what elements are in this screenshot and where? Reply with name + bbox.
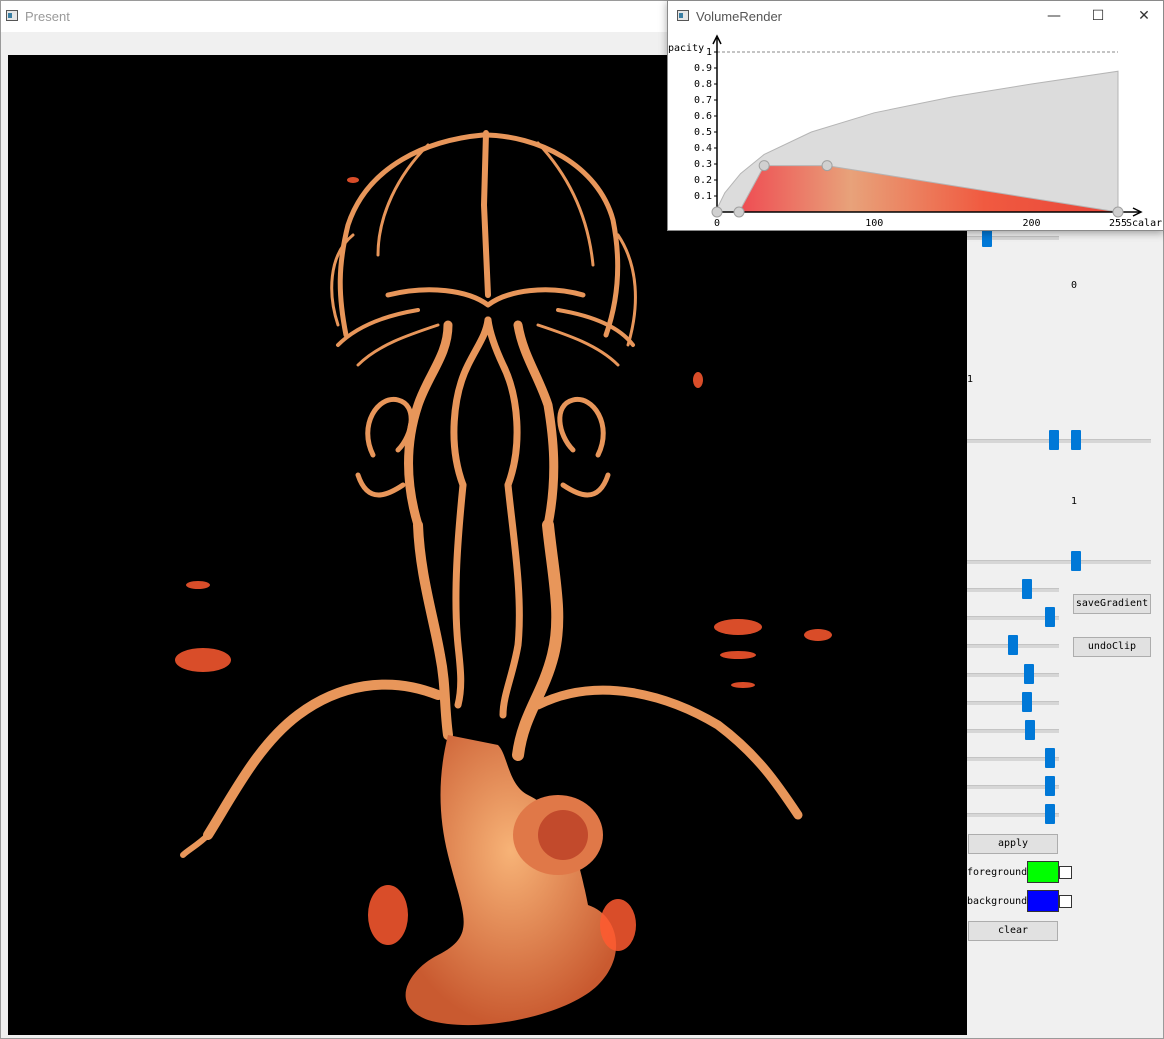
slider-track [967, 701, 1059, 705]
slider-7[interactable] [967, 748, 1059, 768]
foreground-checkbox[interactable] [1059, 866, 1072, 879]
slider-8[interactable] [967, 776, 1059, 796]
slider-handle[interactable] [1008, 635, 1018, 655]
y-axis-label: pacity [668, 43, 704, 54]
y-tick-label: 0.4 [694, 143, 712, 154]
slider-handle[interactable] [1045, 607, 1055, 627]
slider-top[interactable] [967, 227, 1059, 247]
slider-4[interactable] [967, 664, 1059, 684]
volume-render-titlebar[interactable]: VolumeRender — ☐ ✕ [668, 1, 1163, 32]
slider-handle[interactable] [1045, 748, 1055, 768]
slider-2[interactable] [967, 607, 1059, 627]
x-tick-label: 100 [865, 218, 883, 229]
slider-track [967, 673, 1059, 677]
range-slider-high-handle[interactable] [1071, 430, 1081, 450]
slider-handle[interactable] [982, 227, 992, 247]
y-tick-label: 0.3 [694, 159, 712, 170]
y-tick-label: 0.5 [694, 127, 712, 138]
slider-9[interactable] [967, 804, 1059, 824]
slider-handle[interactable] [1025, 720, 1035, 740]
x-axis-arrow [1132, 207, 1143, 217]
y-tick-label: 0.2 [694, 175, 712, 186]
value-label-one-mid: 1 [1071, 496, 1078, 507]
slider-track [967, 588, 1059, 592]
slider-3[interactable] [967, 635, 1059, 655]
x-tick-label: 255 [1109, 218, 1127, 229]
x-tick-label: 200 [1022, 218, 1040, 229]
slider-6[interactable] [967, 720, 1059, 740]
opacity-control-point[interactable] [733, 206, 745, 218]
opacity-control-point[interactable] [1112, 206, 1124, 218]
app-window-icon [6, 10, 18, 21]
value-label-one-left: 1 [967, 374, 974, 385]
slider-handle[interactable] [1045, 804, 1055, 824]
slider-track [967, 785, 1059, 789]
range-slider-track [967, 439, 1151, 443]
slider-handle[interactable] [1022, 579, 1032, 599]
y-tick-label: 0.1 [694, 191, 712, 202]
clear-button[interactable]: clear [968, 921, 1058, 941]
opacity-control-point[interactable] [711, 206, 723, 218]
slider-track [967, 757, 1059, 761]
transfer-function-chart[interactable]: 0.1 0.2 0.3 0.4 0.5 0.6 0.7 0.8 0.9 1 0 100 200 255 pa… [668, 32, 1163, 230]
background-label: background [967, 896, 1028, 907]
maximize-icon[interactable]: ☐ [1091, 8, 1105, 24]
minimize-icon[interactable]: — [1047, 8, 1061, 24]
slider-handle[interactable] [1045, 776, 1055, 796]
opacity-control-point[interactable] [758, 160, 770, 172]
slider-mid[interactable] [967, 551, 1151, 571]
background-color-swatch[interactable] [1027, 890, 1059, 912]
slider-handle[interactable] [1024, 664, 1034, 684]
range-slider-low-handle[interactable] [1049, 430, 1059, 450]
slider-handle[interactable] [1022, 692, 1032, 712]
slider-track [967, 813, 1059, 817]
slider-track [967, 236, 1059, 240]
slider-handle[interactable] [1071, 551, 1081, 571]
slider-track [967, 616, 1059, 620]
slider-5[interactable] [967, 692, 1059, 712]
x-tick-label: 0 [714, 218, 720, 229]
foreground-color-swatch[interactable] [1027, 861, 1059, 883]
y-tick-label: 0.7 [694, 95, 712, 106]
opacity-control-point[interactable] [821, 160, 833, 172]
vessel-render-image [175, 130, 832, 1026]
y-tick-label: 0.8 [694, 79, 712, 90]
slider-1[interactable] [967, 579, 1059, 599]
undo-clip-button[interactable]: undoClip [1073, 637, 1151, 657]
close-icon[interactable]: ✕ [1138, 8, 1150, 24]
y-tick-label: 0.9 [694, 63, 712, 74]
app-window-icon [677, 10, 689, 21]
range-slider[interactable] [967, 430, 1151, 450]
save-gradient-button[interactable]: saveGradient [1073, 594, 1151, 614]
present-title: Present [25, 9, 70, 24]
y-axis-arrow [712, 34, 722, 45]
apply-button[interactable]: apply [968, 834, 1058, 854]
y-tick-label: 1 [706, 47, 712, 58]
slider-track [967, 560, 1151, 564]
value-label-zero: 0 [1071, 280, 1078, 291]
foreground-label: foreground [967, 867, 1028, 878]
x-axis-label: Scalar [1126, 218, 1162, 229]
background-checkbox[interactable] [1059, 895, 1072, 908]
y-tick-label: 0.6 [694, 111, 712, 122]
volume-render-title: VolumeRender [696, 9, 782, 24]
volume-render-window: VolumeRender — ☐ ✕ 0.1 0.2 0.3 0.4 0.5 0.6 0.7… [667, 0, 1164, 231]
slider-track [967, 729, 1059, 733]
